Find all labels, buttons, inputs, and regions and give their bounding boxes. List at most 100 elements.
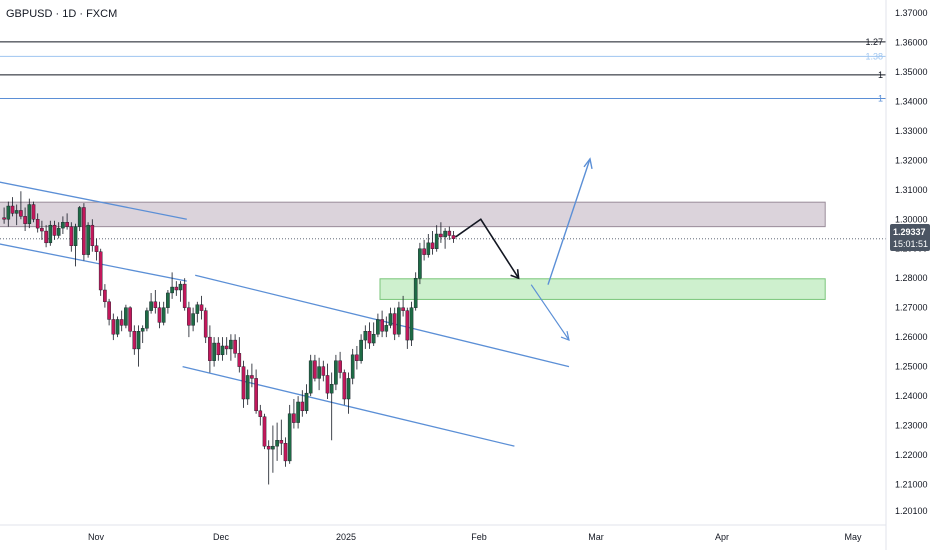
candle-bullish [271,445,275,450]
candle-bearish [119,319,124,326]
candle-bearish [266,445,271,450]
candle-bearish [392,313,397,335]
price-tick-label: 1.22000 [895,450,928,460]
candle-bullish [178,283,183,291]
fib-level-label: 1.27 [865,37,883,47]
price-tick-label: 1.35000 [895,67,928,77]
candle-bullish [409,307,414,341]
candle-bearish [52,224,57,236]
candle-bullish [27,204,32,224]
candle-bearish [422,248,426,255]
candle-bearish [439,233,443,238]
candle-bullish [191,313,195,326]
candle-bullish [77,207,82,227]
candle-bullish [376,319,380,335]
candle-bearish [250,375,254,379]
candle-bullish [426,242,431,255]
time-tick-label: 2025 [336,532,356,542]
channel-line [0,181,187,220]
candle-bullish [434,233,439,249]
candle-bearish [233,339,237,354]
price-tick-label: 1.24000 [895,391,928,401]
time-tick-label: Dec [213,532,230,542]
price-tick-label: 1.30000 [895,214,928,224]
candle-bullish [124,307,128,326]
candle-bullish [161,307,166,323]
candle-bearish [132,331,137,350]
candle-bullish [245,375,250,400]
projection-arrowhead [510,269,520,280]
candle-bearish [367,331,372,344]
fib-level-label: 1 [878,70,883,80]
candle-bearish [447,230,452,236]
candle-bearish [338,360,342,373]
candle-bullish [212,342,216,361]
candles-layer [2,191,456,485]
candle-bullish [296,401,300,423]
candle-bullish [136,331,141,350]
candle-bullish [86,224,90,255]
price-tick-label: 1.20100 [895,506,928,516]
time-tick-label: Apr [715,532,729,542]
bullish-arrow-line [547,158,591,285]
fib-level-label: 1.38 [865,51,883,61]
candle-bearish [31,204,36,220]
fib-level-label: 1 [878,93,883,103]
candle-bearish [2,217,6,220]
symbol-title[interactable]: GBPUSD · 1D · FXCM [6,8,118,20]
price-tick-label: 1.31000 [895,185,928,195]
price-tick-label: 1.32000 [895,155,928,165]
zones-layer [0,201,826,300]
candle-bearish [199,304,204,311]
price-tick-label: 1.25000 [895,362,928,372]
candle-bullish [359,339,363,361]
candle-bullish [304,392,309,412]
candle-bearish [23,216,27,224]
projection-path [455,218,520,279]
candle-bearish [98,251,103,291]
price-tick-label: 1.34000 [895,96,928,106]
candle-bearish [262,416,267,447]
candle-bearish [128,307,132,332]
candle-bearish [107,301,111,320]
candle-bearish [10,205,15,214]
candle-bullish [308,360,313,394]
price-tick-label: 1.37000 [895,8,928,18]
candle-bullish [371,333,376,344]
candle-bearish [40,227,44,232]
candle-bullish [350,354,355,379]
projection-layer [455,157,593,342]
bearish-arrow-line [530,284,570,341]
price-axis[interactable]: 1.37000 1.36000 1.35000 1.34000 1.33000 1.320… [895,8,928,516]
candle-bearish [355,354,359,361]
candle-bearish [103,289,107,302]
candle-bearish [258,410,263,417]
candle-bearish [111,319,116,335]
candle-bullish [220,345,225,356]
candle-bullish [388,313,393,326]
fib-levels-layer [0,41,886,240]
bearish-arrowhead [560,330,570,342]
candle-bullish [397,307,401,335]
time-axis[interactable]: Nov Dec 2025 Feb Mar Apr May [88,532,862,542]
candle-bearish [451,235,456,239]
candle-bearish [35,219,40,229]
candle-bearish [292,413,296,423]
candle-bearish [65,222,69,227]
candle-bullish [56,227,61,236]
candle-bullish [170,286,174,294]
candle-bearish [430,242,435,249]
time-tick-label: Feb [471,532,487,542]
candle-bullish [413,278,418,308]
candle-bearish [241,366,246,400]
candle-bearish [283,443,288,462]
candle-bearish [279,440,284,444]
price-tick-label: 1.21000 [895,479,928,489]
candle-bearish [19,210,23,217]
candle-bullish [287,413,292,462]
candle-bearish [254,378,258,412]
candle-bearish [300,401,305,412]
candle-bearish [187,307,191,326]
